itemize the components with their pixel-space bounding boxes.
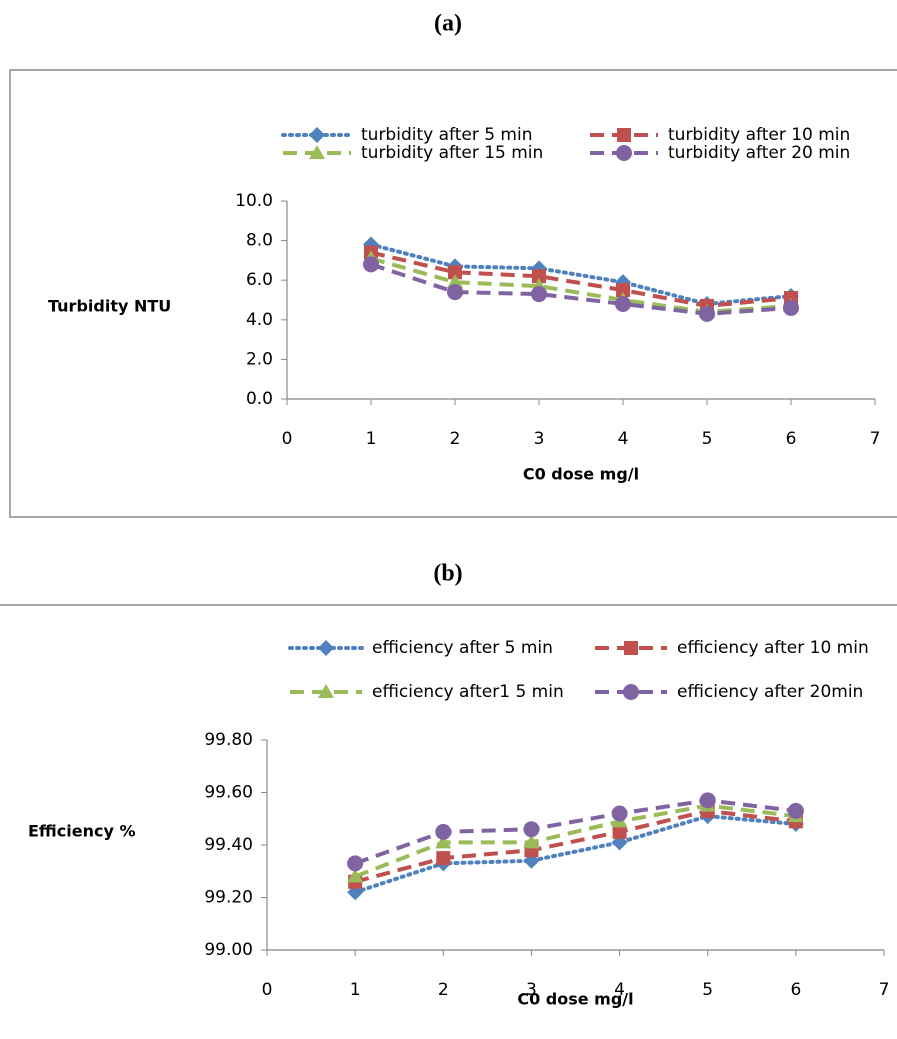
y-tick-label: 6.0	[246, 270, 273, 290]
series-line	[354, 798, 797, 866]
marker	[612, 824, 627, 839]
marker	[616, 145, 632, 161]
legend-label: turbidity after 15 min	[361, 143, 543, 163]
legend-label: turbidity after 20 min	[668, 143, 850, 163]
x-tick-label: 4	[614, 980, 625, 1000]
x-tick-label: 3	[526, 980, 537, 1000]
y-tick-label: 99.80	[204, 730, 253, 750]
marker	[523, 821, 540, 838]
chart-frame	[9, 69, 897, 518]
marker	[347, 855, 364, 872]
series-line	[354, 808, 797, 884]
marker	[309, 145, 325, 159]
x-tick-label: 2	[438, 980, 449, 1000]
y-tick-label: 2.0	[246, 349, 273, 369]
chart-title: (a)	[434, 11, 462, 37]
y-tick-label: 99.40	[204, 835, 253, 855]
y-tick-label: 0.0	[246, 389, 273, 409]
series-line	[353, 814, 798, 895]
x-axis-title: C0 dose mg/l	[523, 465, 639, 484]
marker	[447, 284, 463, 301]
marker	[523, 834, 540, 849]
legend-label: efficiency after 5 min	[372, 638, 553, 658]
x-axis-title: C0 dose mg/l	[517, 990, 633, 1009]
x-tick-label: 4	[618, 429, 629, 449]
y-axis-title: Turbidity NTU	[48, 297, 171, 316]
marker	[347, 868, 364, 883]
marker	[616, 283, 630, 298]
y-tick-label: 99.60	[204, 783, 253, 803]
legend-label: efficiency after 10 min	[677, 638, 869, 658]
series-line	[354, 803, 797, 879]
x-tick-label: 7	[879, 980, 890, 1000]
marker	[532, 269, 546, 284]
legend-label: efficiency after 20min	[677, 682, 863, 702]
x-tick-label: 6	[790, 980, 801, 1000]
y-tick-label: 99.00	[204, 940, 253, 960]
chart-title: (b)	[433, 561, 462, 587]
y-tick-label: 10.0	[235, 191, 273, 211]
x-tick-label: 7	[870, 429, 881, 449]
marker	[363, 256, 379, 273]
x-tick-label: 5	[702, 429, 713, 449]
legend-label: turbidity after 10 min	[668, 125, 850, 145]
marker	[318, 684, 334, 698]
marker	[615, 295, 631, 312]
legend-label: turbidity after 5 min	[361, 125, 533, 145]
x-tick-label: 2	[450, 429, 461, 449]
y-tick-label: 4.0	[246, 310, 273, 330]
marker	[447, 274, 463, 289]
marker	[783, 299, 799, 316]
marker	[435, 834, 452, 849]
marker	[318, 640, 334, 656]
marker	[699, 792, 716, 809]
x-tick-label: 0	[282, 429, 293, 449]
x-tick-label: 0	[262, 980, 273, 1000]
marker	[624, 641, 638, 655]
marker	[787, 802, 804, 819]
x-tick-label: 3	[534, 429, 545, 449]
y-tick-label: 8.0	[246, 231, 273, 251]
y-tick-label: 99.20	[204, 888, 253, 908]
x-tick-label: 6	[786, 429, 797, 449]
marker	[623, 684, 639, 700]
series-line	[370, 250, 792, 308]
y-axis-title: Efficiency %	[28, 822, 136, 841]
x-tick-label: 1	[350, 980, 361, 1000]
series-line	[370, 262, 792, 316]
marker	[448, 265, 462, 280]
marker	[699, 305, 715, 322]
series-line	[369, 242, 793, 306]
marker	[617, 128, 631, 142]
legend-label: efficiency after1 5 min	[372, 682, 564, 702]
marker	[436, 851, 451, 866]
x-tick-label: 1	[366, 429, 377, 449]
marker	[309, 127, 325, 143]
marker	[531, 286, 547, 303]
x-tick-label: 5	[702, 980, 713, 1000]
marker	[435, 823, 452, 840]
marker	[611, 805, 628, 822]
